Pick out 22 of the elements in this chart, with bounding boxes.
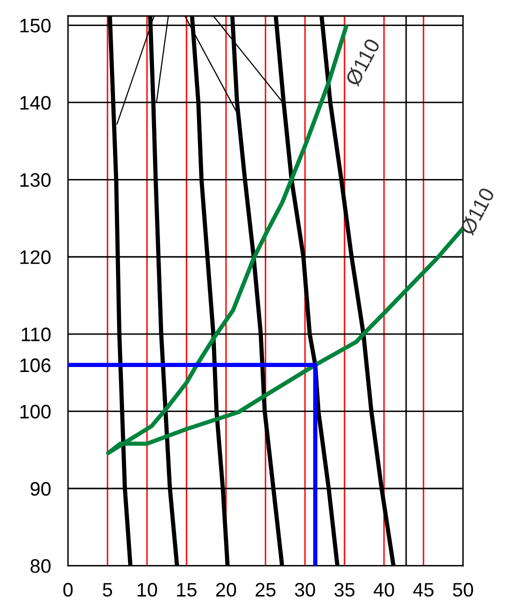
x-tick-label: 30: [294, 582, 316, 597]
y-tick-label: 140: [20, 96, 51, 110]
x-tick-label: 0: [63, 582, 73, 597]
x-tick-label: 40: [374, 582, 394, 597]
y-tick-label: 130: [20, 173, 51, 187]
y-tick-label: 120: [20, 250, 51, 264]
x-tick-label: 5: [102, 583, 112, 597]
y-tick-label: 80: [30, 559, 51, 573]
x-tick-label: 45: [413, 583, 434, 597]
x-tick-label: 15: [177, 583, 196, 597]
y-tick-label: 110: [22, 328, 51, 342]
x-tick-label: 25: [256, 582, 276, 597]
y-tick-label: 100: [20, 404, 51, 419]
y-tick-label: 106: [20, 358, 50, 372]
annotation: Ø110: [459, 186, 496, 236]
x-tick-label: 20: [216, 582, 236, 597]
x-tick-label: 10: [138, 582, 158, 597]
y-tick-label: 150: [20, 18, 51, 32]
y-tick-label: 90: [30, 482, 51, 496]
x-tick-label: 35: [334, 582, 354, 597]
annotation: Ø110: [344, 37, 381, 88]
x-tick-label: 50: [452, 582, 474, 597]
